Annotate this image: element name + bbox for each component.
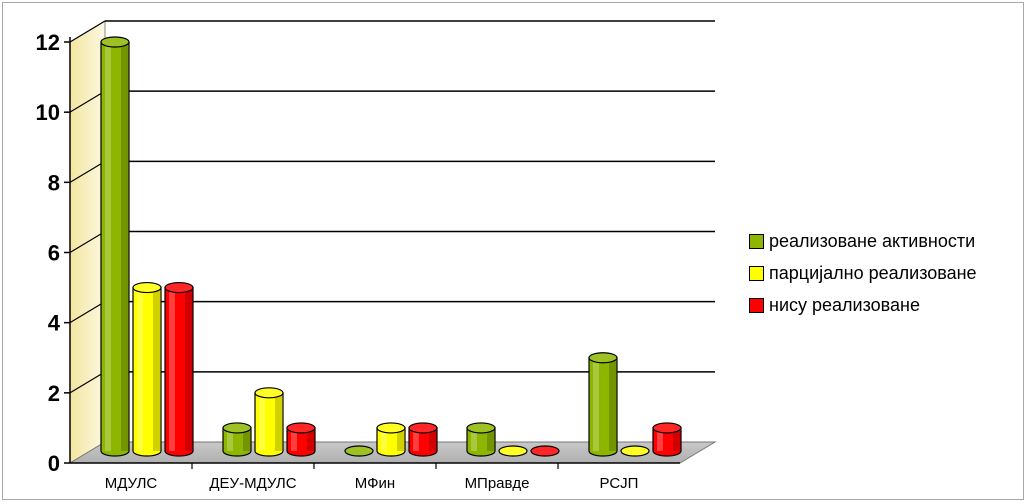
y-tick-label: 4 bbox=[48, 311, 61, 336]
bar-top bbox=[530, 445, 560, 457]
bar-3 bbox=[164, 281, 194, 457]
bar-top bbox=[652, 422, 682, 434]
bar-2 bbox=[376, 422, 406, 457]
bar-shade bbox=[121, 42, 128, 451]
legend-item: нису реализоване bbox=[749, 289, 977, 321]
bar-top bbox=[466, 422, 496, 434]
bar-2 bbox=[132, 281, 162, 457]
legend-swatch bbox=[749, 265, 764, 281]
bar-highlight bbox=[169, 287, 175, 451]
x-tick-label: РСЈП bbox=[600, 475, 639, 492]
bar-top bbox=[164, 281, 194, 294]
bar-highlight bbox=[381, 427, 387, 451]
x-tick-label: МПравде bbox=[465, 475, 530, 492]
bar-highlight bbox=[413, 427, 419, 451]
bar-top bbox=[100, 36, 130, 48]
bar-shade bbox=[153, 287, 160, 451]
bar-highlight bbox=[291, 427, 297, 451]
bar-3 bbox=[530, 445, 560, 457]
bar-top bbox=[588, 352, 618, 364]
bar-3 bbox=[652, 422, 682, 457]
gridline-depth bbox=[69, 371, 106, 394]
legend-label: реализоване активности bbox=[769, 230, 976, 251]
bar-shade bbox=[487, 427, 494, 451]
bar-shade bbox=[673, 427, 680, 451]
bar-1 bbox=[100, 36, 130, 457]
gridline-depth bbox=[69, 301, 106, 324]
x-tick-label: МДУЛС bbox=[105, 475, 158, 492]
y-tick-label: 0 bbox=[48, 451, 60, 476]
bars bbox=[100, 36, 682, 457]
bar-shade bbox=[397, 427, 404, 451]
legend-item: парцијално реализоване bbox=[749, 257, 977, 289]
bar-2 bbox=[498, 445, 528, 457]
bar-top bbox=[254, 387, 284, 399]
gridline-depth bbox=[69, 90, 106, 113]
bar-top bbox=[344, 445, 374, 457]
bar-top bbox=[620, 445, 650, 457]
bar-shade bbox=[275, 392, 282, 451]
bar-highlight bbox=[105, 42, 111, 451]
bar-shade bbox=[429, 427, 436, 451]
bar-3 bbox=[408, 422, 438, 457]
legend-label: парцијално реализоване bbox=[769, 262, 977, 283]
bar-3 bbox=[286, 422, 316, 457]
legend: реализоване активности парцијално реализо… bbox=[749, 225, 977, 321]
gridline-depth bbox=[69, 20, 106, 43]
bar-highlight bbox=[593, 357, 599, 451]
bar-1 bbox=[222, 422, 252, 457]
gridline-depth bbox=[69, 230, 106, 254]
bar-2 bbox=[254, 387, 284, 457]
bar-highlight bbox=[137, 287, 143, 451]
gridline-depth bbox=[69, 160, 106, 183]
bar-1 bbox=[466, 422, 496, 457]
bar-top bbox=[376, 422, 406, 434]
bar-shade bbox=[609, 357, 616, 451]
bar-highlight bbox=[259, 392, 265, 451]
bar-top bbox=[132, 281, 162, 294]
legend-swatch bbox=[749, 297, 764, 313]
legend-label: нису реализоване bbox=[769, 294, 920, 315]
bar-1 bbox=[588, 352, 618, 457]
bar-highlight bbox=[471, 427, 477, 451]
bar-shade bbox=[307, 427, 314, 451]
y-tick-label: 12 bbox=[36, 30, 60, 55]
legend-swatch bbox=[749, 233, 764, 249]
x-tick-label: ДЕУ-МДУЛС bbox=[209, 475, 296, 492]
bar-shade bbox=[185, 287, 192, 451]
y-tick-label: 10 bbox=[36, 100, 60, 125]
y-tick-label: 2 bbox=[48, 381, 60, 406]
y-tick-label: 8 bbox=[48, 170, 60, 195]
bar-shade bbox=[243, 427, 250, 451]
bar-1 bbox=[344, 445, 374, 457]
bar-highlight bbox=[657, 427, 663, 451]
axes: 0 2 4 6 8 10 12 МДУЛС ДЕУ-МДУЛС МФин МПравде РСЈП bbox=[36, 30, 680, 492]
bar-top bbox=[286, 422, 316, 434]
bar-top bbox=[222, 422, 252, 434]
y-tick-label: 6 bbox=[48, 241, 60, 266]
legend-item: реализоване активности bbox=[749, 225, 977, 257]
bar-2 bbox=[620, 445, 650, 457]
bar-top bbox=[408, 422, 438, 434]
bar-highlight bbox=[227, 427, 233, 451]
x-tick-label: МФин bbox=[355, 475, 395, 492]
bar-top bbox=[498, 445, 528, 457]
